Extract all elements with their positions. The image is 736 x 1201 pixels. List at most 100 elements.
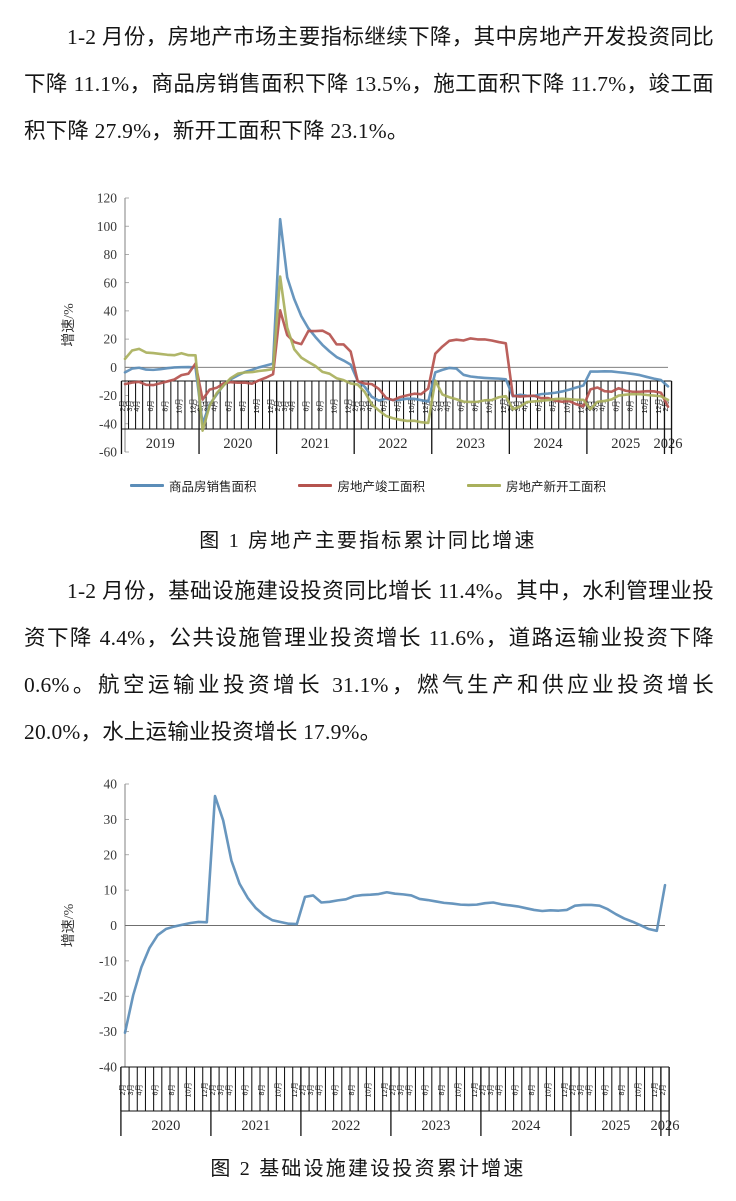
legend-label-0: 商品房销售面积	[168, 480, 257, 494]
svg-text:2024: 2024	[534, 436, 564, 452]
legend-item-1: 房地产竣工面积	[298, 476, 425, 495]
legend-swatch-1	[298, 483, 333, 488]
svg-text:10: 10	[104, 883, 118, 898]
svg-text:2022: 2022	[378, 436, 407, 452]
svg-text:12月: 12月	[470, 1082, 479, 1097]
svg-text:12月: 12月	[344, 398, 353, 413]
svg-text:8月: 8月	[315, 400, 324, 411]
svg-text:10月: 10月	[453, 1082, 462, 1097]
svg-text:3月: 3月	[358, 400, 367, 411]
svg-text:2月: 2月	[351, 400, 360, 411]
svg-text:8月: 8月	[471, 400, 480, 411]
svg-text:8月: 8月	[437, 1084, 446, 1095]
svg-text:6月: 6月	[456, 400, 465, 411]
svg-text:-40: -40	[99, 416, 117, 431]
svg-text:12月: 12月	[200, 1082, 209, 1097]
svg-text:8月: 8月	[257, 1084, 266, 1095]
svg-text:2月: 2月	[208, 1084, 217, 1095]
svg-text:12月: 12月	[499, 398, 508, 413]
svg-text:2019: 2019	[146, 436, 175, 452]
svg-text:-30: -30	[99, 1024, 117, 1039]
svg-text:3月: 3月	[203, 400, 212, 411]
svg-text:2020: 2020	[151, 1118, 180, 1134]
svg-text:4月: 4月	[404, 1084, 413, 1095]
svg-text:10月: 10月	[330, 398, 339, 413]
svg-text:12月: 12月	[421, 398, 430, 413]
svg-text:8月: 8月	[527, 1084, 536, 1095]
svg-text:2月: 2月	[273, 400, 282, 411]
legend-swatch-0	[129, 483, 164, 488]
svg-text:10月: 10月	[562, 398, 571, 413]
svg-text:3月: 3月	[435, 400, 444, 411]
svg-text:8月: 8月	[347, 1084, 356, 1095]
svg-text:2021: 2021	[301, 436, 330, 452]
svg-text:3月: 3月	[513, 400, 522, 411]
svg-text:80: 80	[104, 247, 118, 262]
svg-text:-20: -20	[99, 989, 117, 1004]
legend-item-2: 房地产新开工面积	[467, 476, 606, 495]
svg-text:4月: 4月	[520, 400, 529, 411]
svg-text:2月: 2月	[658, 1084, 667, 1095]
svg-text:8月: 8月	[393, 400, 402, 411]
svg-text:120: 120	[97, 191, 118, 206]
svg-text:10月: 10月	[183, 1082, 192, 1097]
svg-text:4月: 4月	[494, 1084, 503, 1095]
svg-text:4月: 4月	[132, 400, 141, 411]
svg-text:10月: 10月	[363, 1082, 372, 1097]
svg-text:12月: 12月	[290, 1082, 299, 1097]
svg-text:4月: 4月	[210, 400, 219, 411]
svg-text:2月: 2月	[118, 1084, 127, 1095]
svg-text:6月: 6月	[511, 1084, 520, 1095]
legend-label-2: 房地产新开工面积	[506, 480, 607, 494]
svg-text:100: 100	[97, 219, 118, 234]
svg-text:2021: 2021	[241, 1118, 270, 1134]
legend-swatch-2	[467, 483, 501, 488]
svg-text:2025: 2025	[611, 436, 640, 452]
svg-text:-20: -20	[99, 388, 117, 403]
svg-text:10月: 10月	[174, 398, 183, 413]
svg-text:2月: 2月	[298, 1084, 307, 1095]
svg-text:3月: 3月	[306, 1084, 315, 1095]
svg-text:12月: 12月	[189, 398, 198, 413]
svg-text:增速/%: 增速/%	[61, 903, 77, 947]
svg-text:增速/%: 增速/%	[61, 303, 77, 347]
svg-text:8月: 8月	[548, 400, 557, 411]
svg-text:4月: 4月	[598, 400, 607, 411]
svg-text:10月: 10月	[252, 398, 261, 413]
svg-text:20: 20	[104, 847, 118, 862]
svg-text:3月: 3月	[216, 1084, 225, 1095]
svg-text:3月: 3月	[125, 400, 134, 411]
legend-item-0: 商品房销售面积	[129, 476, 257, 495]
svg-text:10月: 10月	[485, 398, 494, 413]
svg-text:6月: 6月	[612, 400, 621, 411]
svg-text:2023: 2023	[421, 1118, 450, 1134]
figure-1-legend: 商品房销售面积 房地产竣工面积 房地产新开工面积	[0, 476, 736, 495]
svg-text:2025: 2025	[601, 1118, 630, 1134]
svg-text:40: 40	[104, 303, 118, 318]
svg-text:6月: 6月	[146, 400, 155, 411]
svg-text:-10: -10	[99, 953, 117, 968]
svg-text:20: 20	[104, 332, 118, 347]
svg-text:6月: 6月	[331, 1084, 340, 1095]
svg-text:3月: 3月	[280, 400, 289, 411]
svg-text:10月: 10月	[633, 1082, 642, 1097]
paragraph-real-estate: 1-2 月份，房地产市场主要指标继续下降，其中房地产开发投资同比下降 11.1%…	[24, 25, 714, 143]
svg-text:12月: 12月	[380, 1082, 389, 1097]
figure-2-caption: 图 2 基础设施建设投资累计增速	[210, 1158, 526, 1180]
svg-text:12月: 12月	[560, 1082, 569, 1097]
svg-text:6月: 6月	[421, 1084, 430, 1095]
svg-text:12月: 12月	[654, 398, 663, 413]
svg-text:-40: -40	[99, 1060, 117, 1075]
paragraph-infrastructure: 1-2 月份，基础设施建设投资同比增长 11.4%。其中，水利管理业投资下降 4…	[24, 579, 714, 744]
svg-text:2020: 2020	[223, 436, 252, 452]
svg-text:40: 40	[104, 777, 118, 792]
svg-text:6月: 6月	[301, 400, 310, 411]
svg-text:2023: 2023	[456, 436, 485, 452]
svg-text:2月: 2月	[388, 1084, 397, 1095]
svg-text:3月: 3月	[576, 1084, 585, 1095]
svg-text:12月: 12月	[266, 398, 275, 413]
svg-text:3月: 3月	[126, 1084, 135, 1095]
svg-text:2026: 2026	[651, 1118, 680, 1134]
svg-text:10月: 10月	[273, 1082, 282, 1097]
